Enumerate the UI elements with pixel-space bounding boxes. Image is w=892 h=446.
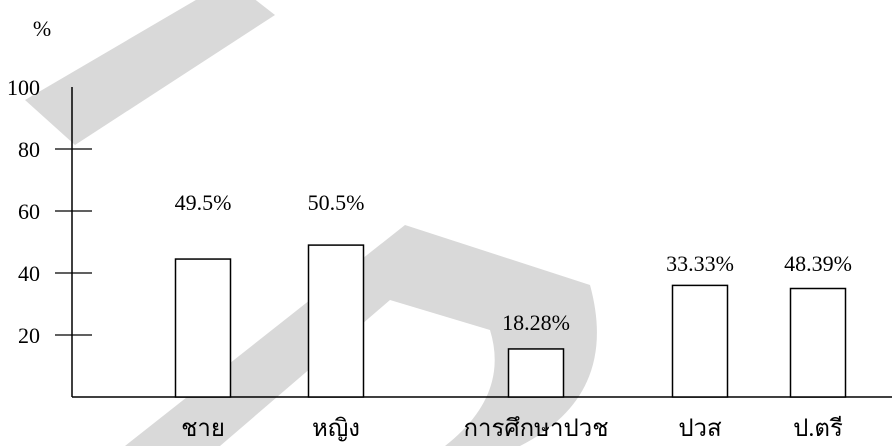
- data-label: 18.28%: [502, 310, 570, 335]
- watermark-stroke-bottom: [125, 225, 597, 446]
- y-tick-label: 100: [7, 75, 40, 100]
- y-tick-label: 60: [18, 199, 40, 224]
- watermark-stroke-top: [25, 0, 275, 145]
- bar: [307, 244, 365, 398]
- watermark-logo: [25, 0, 597, 446]
- data-labels: 49.5% 50.5% 18.28% 33.33% 48.39%: [175, 190, 852, 335]
- x-axis-category-labels: ชาย หญิง การศึกษาปวช ปวส ป.ตรี: [181, 415, 843, 442]
- bars: [174, 244, 847, 398]
- y-tick-label: 80: [18, 137, 40, 162]
- category-label: ชาย: [181, 416, 225, 442]
- category-label: การศึกษาปวช: [464, 416, 609, 442]
- bar: [671, 284, 729, 398]
- y-tick-label: 20: [18, 323, 40, 348]
- data-label: 33.33%: [666, 251, 734, 276]
- y-tick-label: 40: [18, 261, 40, 286]
- data-label: 48.39%: [784, 251, 852, 276]
- data-label: 50.5%: [308, 190, 365, 215]
- category-label: ปวส: [678, 416, 722, 442]
- category-label: หญิง: [312, 416, 360, 442]
- y-axis-ticks: 20 40 60 80 100: [7, 75, 92, 348]
- data-label: 49.5%: [175, 190, 232, 215]
- bar: [174, 258, 232, 398]
- y-axis-label: %: [33, 16, 51, 41]
- bar: [789, 287, 847, 398]
- bar: [507, 348, 565, 398]
- category-label: ป.ตรี: [793, 415, 843, 442]
